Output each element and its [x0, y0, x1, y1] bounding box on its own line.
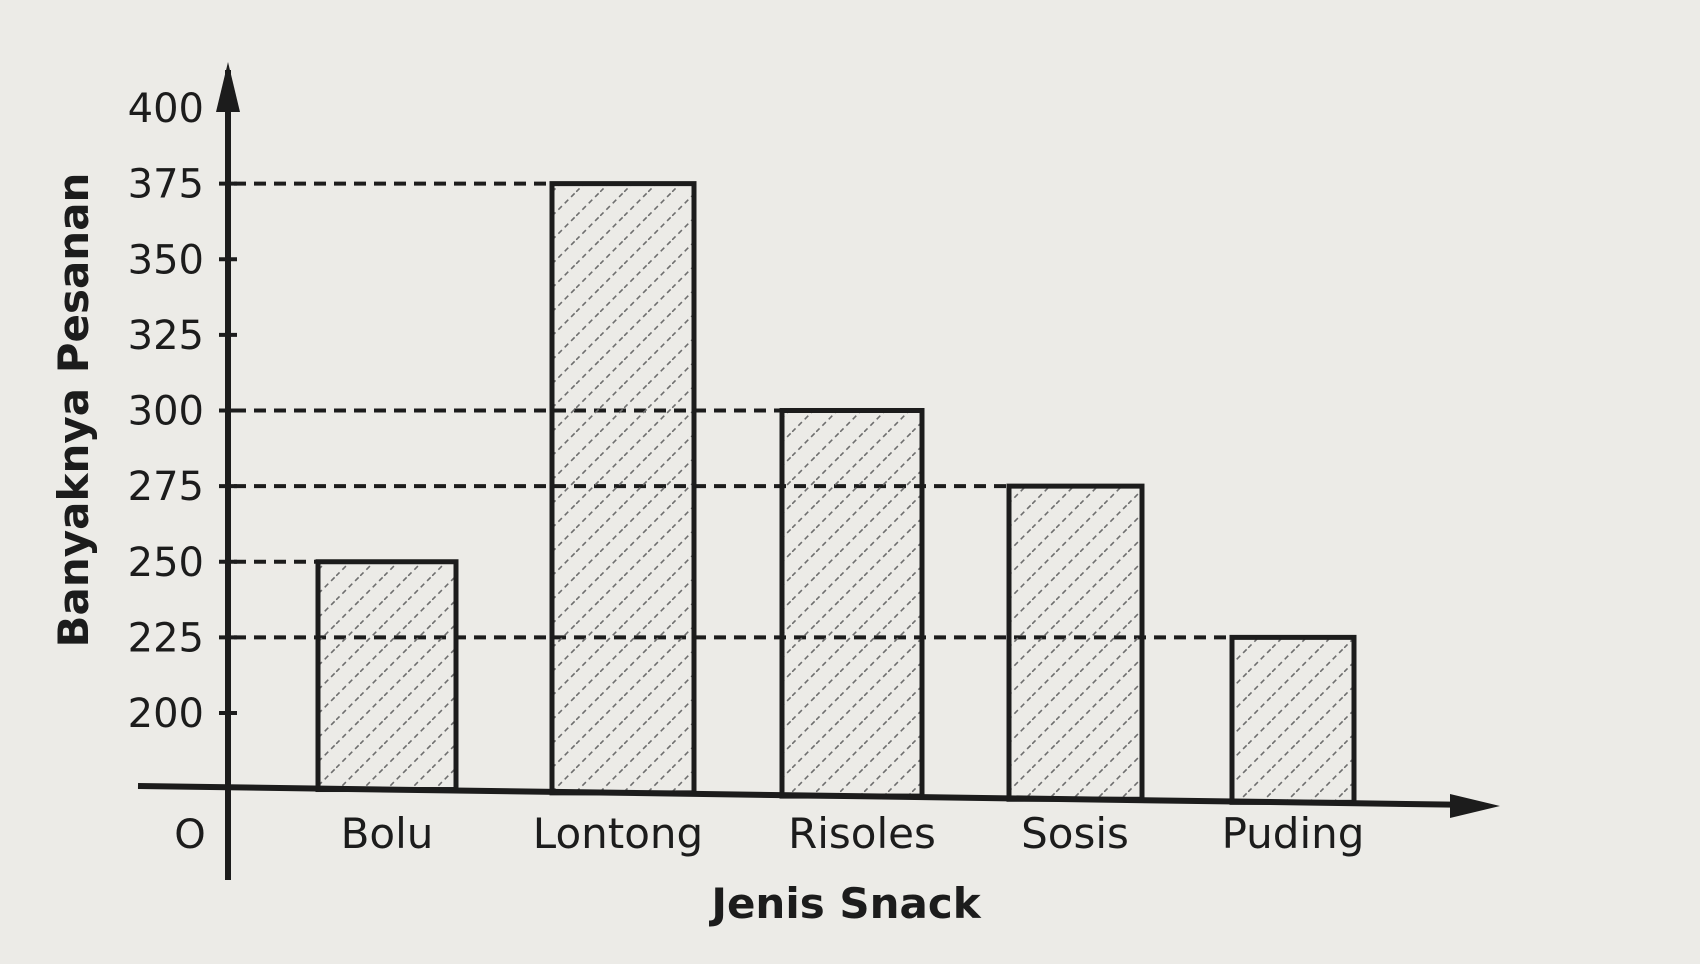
x-tick-label: Puding	[1222, 809, 1365, 858]
x-labels-group: Bolu Lontong Risoles Sosis Puding	[341, 809, 1365, 858]
y-axis-arrow	[216, 62, 240, 112]
y-tick-label: 225	[128, 615, 204, 661]
bar-lontong	[549, 181, 697, 796]
y-tick-label: 375	[128, 162, 204, 208]
y-axis-title: Banyaknya Pesanan	[49, 173, 98, 648]
bar-risoles	[779, 408, 925, 799]
y-tick-label: 325	[128, 313, 204, 359]
bar-bolu	[315, 559, 459, 793]
y-tick-label: 300	[128, 389, 204, 435]
x-axis-line	[137, 783, 1481, 808]
y-tick-label: 275	[128, 464, 204, 510]
x-axis-title: Jenis Snack	[708, 879, 981, 928]
y-tick-label: 250	[128, 540, 204, 586]
origin-label: O	[174, 812, 205, 858]
bar-puding	[1229, 634, 1357, 805]
y-ticks-group: 200 225 250 275 300 325 350 375 400	[128, 86, 237, 737]
x-tick-label: Sosis	[1021, 809, 1129, 858]
x-axis-arrow	[1450, 794, 1500, 818]
x-tick-label: Bolu	[341, 809, 434, 858]
y-tick-label: 350	[128, 237, 204, 283]
y-tick-label: 200	[128, 691, 204, 737]
x-tick-label: Risoles	[788, 809, 936, 858]
bars-group	[315, 181, 1357, 805]
y-tick-label: 400	[128, 86, 204, 132]
x-tick-label: Lontong	[533, 809, 703, 858]
bar-sosis	[1006, 483, 1145, 802]
